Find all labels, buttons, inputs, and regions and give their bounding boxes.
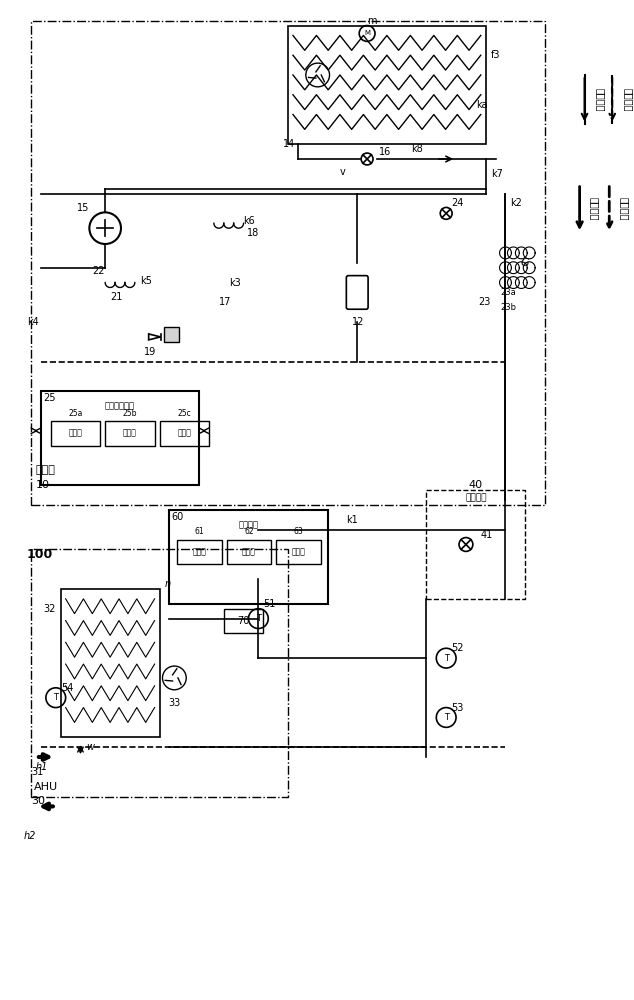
Bar: [427, 490, 525, 599]
Text: 17: 17: [219, 297, 231, 307]
Text: f3: f3: [491, 50, 500, 60]
Text: 24: 24: [451, 198, 463, 208]
Text: w: w: [86, 742, 94, 752]
Text: 制冷运转: 制冷运转: [590, 197, 600, 220]
Text: k2: k2: [510, 198, 522, 208]
Text: v: v: [340, 167, 346, 177]
Text: 制热运转: 制热运转: [623, 88, 633, 111]
Text: 25: 25: [43, 393, 55, 403]
Text: 25b: 25b: [122, 409, 137, 418]
Text: k5: k5: [139, 276, 152, 286]
Text: 33: 33: [168, 698, 181, 708]
Text: 61: 61: [195, 527, 204, 536]
Text: 25c: 25c: [178, 409, 191, 418]
Text: 通信部: 通信部: [178, 429, 191, 438]
Text: 70: 70: [237, 616, 250, 626]
Bar: [61, 589, 160, 737]
Bar: [178, 540, 222, 564]
Text: 52: 52: [451, 643, 463, 653]
Text: 19: 19: [143, 347, 156, 357]
Text: 60: 60: [171, 512, 184, 522]
Text: T: T: [256, 614, 261, 623]
Bar: [227, 540, 271, 564]
Text: 53: 53: [451, 703, 463, 713]
Text: k4: k4: [27, 317, 39, 327]
Text: k7: k7: [491, 169, 503, 179]
FancyBboxPatch shape: [346, 276, 368, 309]
Text: 运算部: 运算部: [123, 429, 137, 438]
Text: ka: ka: [476, 100, 488, 110]
Bar: [276, 540, 321, 564]
Bar: [224, 609, 263, 633]
Text: 16: 16: [379, 147, 391, 157]
Text: 100: 100: [26, 548, 53, 561]
Text: k3: k3: [229, 278, 240, 288]
Text: 23a: 23a: [500, 288, 516, 297]
Text: 63: 63: [294, 527, 303, 536]
Bar: [164, 327, 179, 342]
Text: 通信部: 通信部: [292, 547, 306, 556]
Text: n: n: [164, 579, 171, 589]
Text: 62: 62: [244, 527, 254, 536]
Text: 控制单元: 控制单元: [238, 520, 259, 529]
Text: 15: 15: [77, 203, 89, 213]
Text: 18: 18: [247, 228, 259, 238]
Text: 减压装置: 减压装置: [465, 494, 486, 503]
Text: 制冷运转: 制冷运转: [595, 88, 605, 111]
Text: k1: k1: [346, 515, 358, 525]
Text: 31: 31: [31, 767, 43, 777]
Text: T: T: [444, 713, 449, 722]
Bar: [51, 421, 100, 446]
Text: h2: h2: [23, 831, 36, 841]
Polygon shape: [148, 334, 160, 340]
Text: 25a: 25a: [68, 409, 82, 418]
Bar: [288, 26, 486, 144]
Bar: [31, 549, 288, 797]
Text: 23b: 23b: [500, 303, 517, 312]
Text: m: m: [367, 16, 377, 26]
Text: 23: 23: [478, 297, 491, 307]
Text: 21: 21: [110, 292, 122, 302]
Text: 10: 10: [36, 480, 50, 490]
Text: G: G: [521, 258, 529, 268]
Text: AHU: AHU: [34, 782, 58, 792]
Text: 30: 30: [31, 796, 45, 806]
Text: 32: 32: [43, 604, 56, 614]
Text: 54: 54: [61, 683, 73, 693]
Text: T: T: [53, 693, 58, 702]
Text: k6: k6: [243, 216, 256, 226]
Text: 51: 51: [263, 599, 276, 609]
Text: 12: 12: [353, 317, 365, 327]
Text: 接收部: 接收部: [193, 547, 207, 556]
Text: k8: k8: [411, 144, 422, 154]
Text: 运算部: 运算部: [242, 547, 256, 556]
Bar: [169, 510, 328, 604]
Text: 40: 40: [469, 480, 483, 490]
Text: M: M: [364, 30, 370, 36]
Text: 制热运转: 制热运转: [619, 197, 629, 220]
Bar: [160, 421, 209, 446]
Bar: [105, 421, 155, 446]
Bar: [41, 391, 199, 485]
Text: h1: h1: [36, 762, 48, 772]
Text: 接收部: 接收部: [68, 429, 82, 438]
Text: 室外控制电路: 室外控制电路: [105, 402, 135, 411]
Text: T: T: [444, 654, 449, 663]
Text: 室外机: 室外机: [36, 465, 56, 475]
Text: 41: 41: [481, 530, 493, 540]
Text: 22: 22: [93, 266, 105, 276]
Text: 14: 14: [283, 139, 295, 149]
Bar: [31, 21, 545, 505]
